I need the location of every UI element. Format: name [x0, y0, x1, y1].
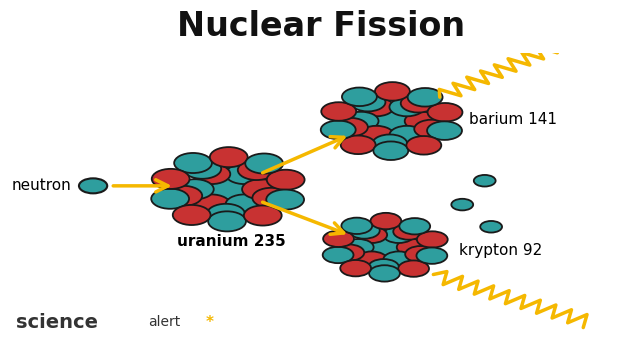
Circle shape: [238, 160, 275, 180]
Circle shape: [404, 112, 440, 130]
Circle shape: [208, 211, 246, 232]
Circle shape: [374, 142, 408, 160]
Circle shape: [369, 265, 400, 282]
Circle shape: [383, 251, 414, 268]
Circle shape: [372, 134, 407, 153]
Circle shape: [343, 112, 379, 130]
Circle shape: [405, 246, 436, 263]
Circle shape: [333, 244, 364, 261]
Circle shape: [244, 206, 282, 225]
Circle shape: [474, 175, 496, 187]
Circle shape: [266, 190, 304, 210]
Text: neutron: neutron: [12, 178, 71, 193]
Circle shape: [374, 112, 409, 130]
Circle shape: [333, 118, 368, 136]
Text: barium 141: barium 141: [469, 112, 557, 127]
Circle shape: [408, 88, 442, 107]
Circle shape: [370, 239, 401, 255]
Circle shape: [428, 103, 462, 121]
Circle shape: [390, 126, 424, 144]
Text: Nuclear Fission: Nuclear Fission: [177, 10, 465, 43]
Text: alert: alert: [148, 315, 180, 329]
Circle shape: [225, 164, 263, 184]
Circle shape: [242, 179, 280, 199]
Circle shape: [164, 186, 202, 206]
Text: uranium 235: uranium 235: [177, 234, 286, 249]
Circle shape: [174, 153, 212, 173]
Circle shape: [225, 194, 263, 214]
Circle shape: [427, 121, 462, 140]
Circle shape: [340, 260, 371, 276]
Circle shape: [370, 213, 401, 229]
Circle shape: [193, 164, 230, 184]
Circle shape: [323, 231, 354, 247]
Circle shape: [321, 102, 356, 121]
Circle shape: [349, 222, 379, 239]
Circle shape: [184, 159, 221, 179]
Circle shape: [193, 194, 230, 214]
Circle shape: [79, 178, 107, 193]
Circle shape: [451, 199, 473, 210]
Circle shape: [207, 204, 245, 224]
Circle shape: [152, 169, 189, 189]
Text: krypton 92: krypton 92: [459, 243, 542, 258]
Circle shape: [252, 188, 290, 208]
Circle shape: [397, 239, 428, 255]
Circle shape: [369, 259, 399, 276]
Circle shape: [417, 231, 447, 248]
Circle shape: [267, 170, 304, 190]
Circle shape: [356, 251, 387, 268]
Circle shape: [383, 227, 414, 243]
Circle shape: [390, 98, 424, 116]
Circle shape: [341, 135, 376, 154]
Circle shape: [323, 247, 354, 263]
Circle shape: [356, 227, 387, 243]
Circle shape: [414, 120, 449, 138]
Circle shape: [342, 88, 377, 106]
Text: science: science: [16, 313, 98, 332]
Circle shape: [152, 189, 189, 209]
Circle shape: [351, 93, 385, 112]
Circle shape: [321, 121, 356, 139]
Circle shape: [480, 221, 502, 233]
Circle shape: [394, 223, 424, 240]
Circle shape: [375, 82, 410, 101]
Circle shape: [176, 179, 214, 199]
Circle shape: [359, 126, 394, 144]
Text: *: *: [205, 315, 213, 330]
Circle shape: [209, 179, 247, 199]
Circle shape: [343, 239, 374, 255]
Circle shape: [210, 147, 248, 167]
Circle shape: [406, 136, 441, 154]
Circle shape: [401, 94, 436, 113]
Circle shape: [417, 248, 447, 264]
Circle shape: [399, 218, 430, 235]
Circle shape: [245, 153, 283, 174]
Circle shape: [359, 98, 394, 116]
Circle shape: [342, 218, 372, 234]
Circle shape: [173, 205, 211, 225]
Circle shape: [398, 261, 429, 277]
